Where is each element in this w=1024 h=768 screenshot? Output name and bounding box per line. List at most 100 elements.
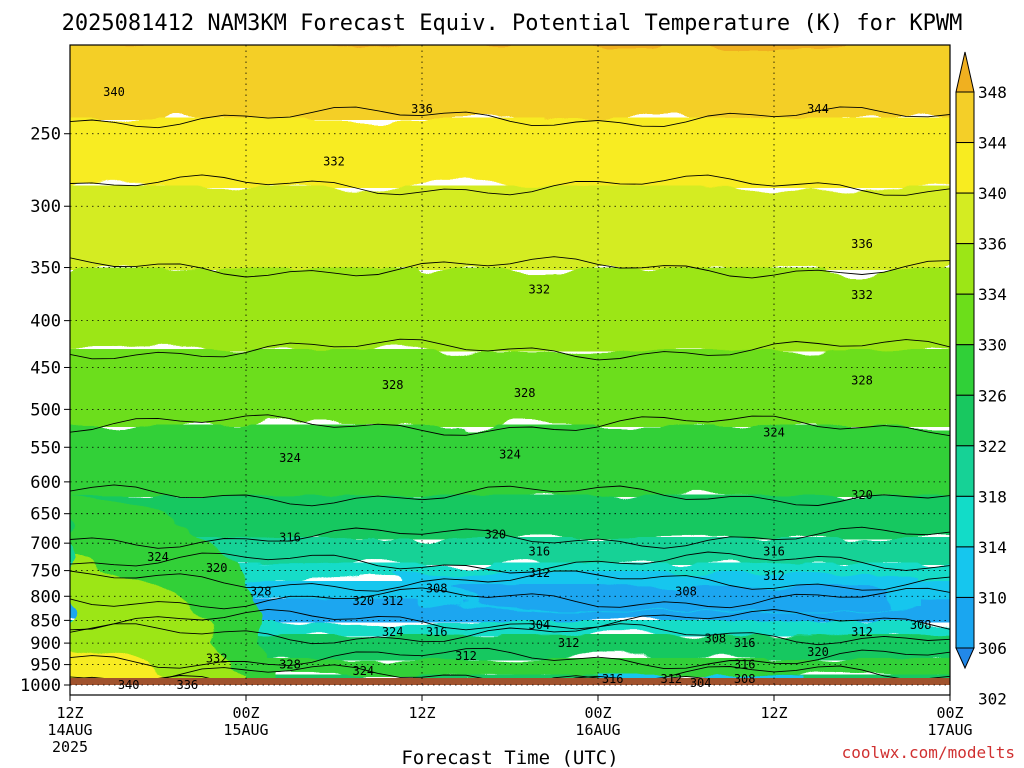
contour-label: 312: [851, 625, 873, 639]
colorbar-swatch: [955, 546, 975, 598]
x-tick-label: 00Z: [936, 704, 963, 722]
colorbar-label: 314: [978, 538, 1007, 557]
y-tick-label: 900: [30, 634, 61, 654]
contour-label: 324: [147, 550, 169, 564]
colorbar-label: 310: [978, 588, 1007, 607]
colorbar-label: 336: [978, 235, 1007, 254]
contour-band: [70, 349, 950, 427]
contour-line: [70, 338, 950, 361]
colorbar-swatch: [955, 445, 975, 497]
y-tick-label: 700: [30, 534, 61, 554]
contour-label: 312: [660, 672, 682, 686]
y-axis: 250 300 350 400 450 500 550 600 650 700 750 800 850 9…: [20, 125, 70, 696]
contour-label: 312: [455, 649, 477, 663]
contour-line: [70, 608, 950, 631]
colorbar-label: 344: [978, 134, 1007, 153]
colorbar-swatch: [955, 596, 975, 649]
contour-label: 320: [352, 594, 374, 608]
colorbar-label: 340: [978, 184, 1007, 203]
contour-band: [70, 494, 950, 540]
y-tick-label: 400: [30, 312, 61, 332]
contour-label: 308: [704, 632, 726, 646]
y-tick-label: 450: [30, 358, 61, 378]
contour-band: [70, 117, 950, 188]
contour-line: [70, 623, 950, 646]
y-tick-label: 1000: [20, 676, 61, 696]
x-tick-label: 00Z: [232, 704, 259, 722]
contour-label: 308: [734, 672, 756, 686]
filled-contour-bands: [70, 45, 950, 685]
colorbar-label: 348: [978, 83, 1007, 102]
contour-label: 308: [426, 582, 448, 596]
contour-feature: [70, 643, 188, 685]
y-tick-label: 350: [30, 259, 61, 279]
colorbar-swatch: [955, 394, 975, 447]
colorbar-label: 326: [978, 386, 1007, 405]
colorbar-label: 306: [978, 639, 1007, 658]
contour-label: 312: [382, 594, 404, 608]
contour-label: 332: [323, 154, 345, 168]
contour-label: 312: [558, 636, 580, 650]
contour-label: 332: [851, 288, 873, 302]
contour-labels: 340 336 344 332 336 332 332 328 328 328 324 324 324 3…: [103, 85, 932, 692]
contour-label: 320: [807, 645, 829, 659]
colorbar-bottom-arrow: [955, 647, 975, 670]
contour-label: 316: [602, 672, 624, 686]
contour-line: [70, 551, 950, 574]
x-tick-label: 17AUG: [927, 721, 972, 739]
contour-label: 324: [352, 664, 374, 678]
contour-line: [70, 174, 950, 196]
contour-label: 308: [910, 618, 932, 632]
contour-label: 320: [206, 561, 228, 575]
colorbar-swatch: [955, 344, 975, 396]
y-tick-label: 650: [30, 505, 61, 525]
contour-band: [70, 424, 950, 497]
colorbar-swatch: [955, 91, 975, 144]
contour-label: 336: [851, 237, 873, 251]
contour-band: [70, 185, 950, 270]
contour-label: 332: [206, 651, 228, 665]
contour-line: [70, 106, 950, 129]
contour-line: [70, 647, 950, 670]
colorbar-swatch: [955, 243, 975, 295]
x-tick-label: 2025: [52, 738, 88, 756]
colorbar-swatch: [955, 192, 975, 245]
x-tick-label: 12Z: [408, 704, 435, 722]
contour-label: 340: [118, 678, 140, 692]
colorbar: 348 344 340 336 334 330 326 322 318 314 310 306 302: [955, 51, 1007, 709]
colorbar-swatch: [955, 293, 975, 346]
contour-label: 344: [807, 102, 829, 116]
colorbar-label: 322: [978, 437, 1007, 456]
contour-label: 320: [484, 528, 506, 542]
colorbar-label: 330: [978, 336, 1007, 355]
contour-line: [70, 414, 950, 437]
x-tick-label: 15AUG: [223, 721, 268, 739]
contour-label: 316: [734, 658, 756, 672]
colorbar-label: 318: [978, 487, 1007, 506]
contour-line: [70, 570, 950, 592]
colorbar-top-arrow: [955, 51, 975, 93]
credit-text: coolwx.com/modelts: [842, 743, 1015, 762]
colorbar-swatch: [955, 142, 975, 194]
contour-label: 316: [426, 625, 448, 639]
contour-label: 324: [499, 447, 521, 461]
contour-label: 332: [528, 283, 550, 297]
contour-label: 304: [528, 618, 550, 632]
terrain-bar: [70, 678, 950, 685]
contour-label: 316: [763, 545, 785, 559]
contour-label: 328: [382, 378, 404, 392]
y-tick-label: 250: [30, 125, 61, 145]
contour-line: [70, 526, 950, 549]
contour-feature: [451, 584, 892, 613]
contour-label: 324: [279, 451, 301, 465]
contour-label: 304: [690, 676, 712, 690]
contour-label: 328: [250, 584, 272, 598]
colorbar-swatch: [955, 495, 975, 548]
x-tick-label: 12Z: [760, 704, 787, 722]
contour-band: [70, 658, 950, 677]
plot-frame: [69, 44, 951, 696]
contour-label: 312: [528, 566, 550, 580]
y-tick-label: 950: [30, 656, 61, 676]
